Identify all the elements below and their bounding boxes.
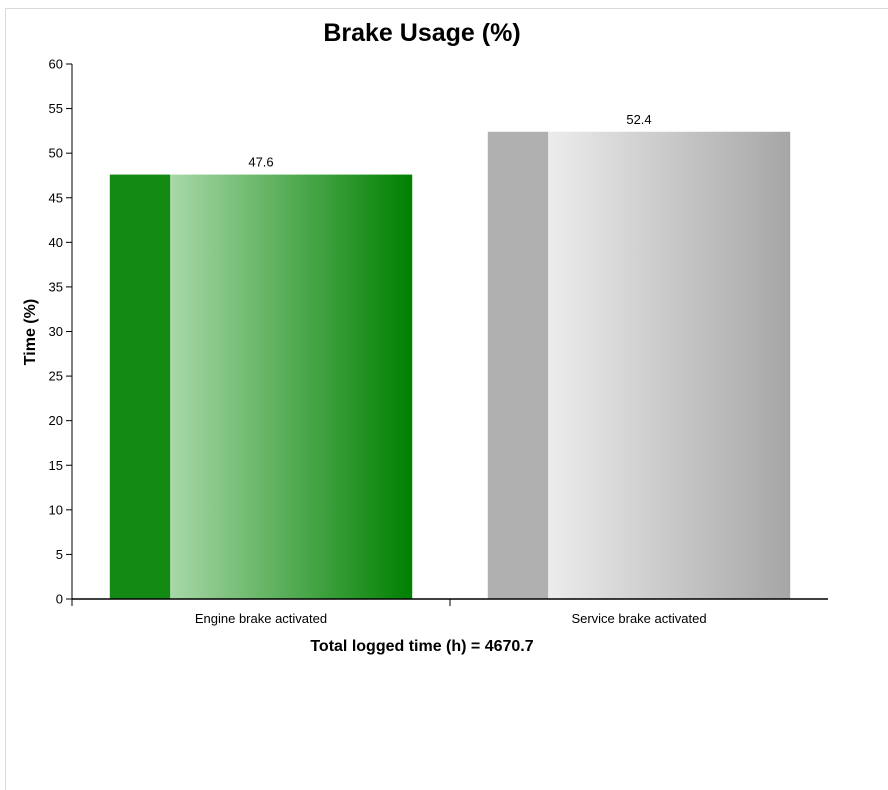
y-tick-label: 15 — [49, 458, 63, 473]
x-tick-label: Service brake activated — [571, 611, 706, 626]
y-tick-label: 50 — [49, 146, 63, 161]
chart-frame — [5, 8, 888, 790]
chart-title: Brake Usage (%) — [323, 19, 520, 47]
y-tick-label: 35 — [49, 279, 63, 294]
y-tick-label: 45 — [49, 190, 63, 205]
y-tick-label: 40 — [49, 235, 63, 250]
x-axis: Engine brake activated Service brake acti… — [71, 598, 828, 626]
y-tick-label: 5 — [56, 547, 63, 562]
y-tick-label: 30 — [49, 324, 63, 339]
y-tick-label: 25 — [49, 369, 63, 384]
data-label: 52.4 — [626, 112, 651, 127]
y-axis-label: Time (%) — [22, 299, 39, 365]
y-tick-label: 0 — [56, 592, 63, 607]
y-axis: 0 5 10 15 20 25 30 35 40 45 50 55 60 — [49, 57, 73, 607]
x-axis-label: Total logged time (h) = 4670.7 — [310, 638, 533, 655]
data-label: 47.6 — [248, 155, 273, 170]
bar-service — [548, 131, 791, 599]
bar-side-engine — [109, 174, 171, 600]
y-tick-label: 55 — [49, 101, 63, 116]
bar-side-service — [487, 131, 549, 599]
x-tick-label: Engine brake activated — [195, 611, 327, 626]
bars: 47.6 52.4 — [109, 112, 791, 600]
bar-engine — [170, 174, 413, 600]
y-tick-label: 10 — [49, 502, 63, 517]
y-tick-label: 60 — [49, 57, 63, 72]
y-tick-label: 20 — [49, 413, 63, 428]
